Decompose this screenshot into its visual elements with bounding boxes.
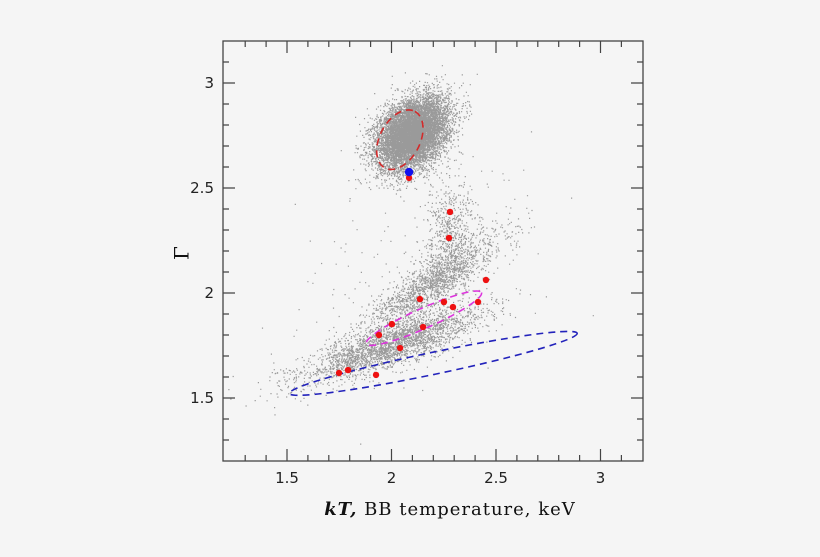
red-data-point — [440, 298, 448, 306]
y-tick-label: 3 — [204, 74, 214, 92]
red-data-point — [344, 366, 352, 374]
y-tick-label: 1.5 — [190, 389, 214, 407]
red-data-point — [474, 298, 482, 306]
blue-contour-ellipse — [288, 330, 579, 397]
x-tick-label: 2.5 — [484, 469, 508, 487]
red-data-point — [416, 295, 424, 303]
blue-data-point — [404, 167, 414, 177]
x-tick-label: 1.5 — [275, 469, 299, 487]
x-axis-label: kT, BB temperature, keV — [324, 499, 576, 520]
y-tick-label: 2 — [204, 284, 214, 302]
x-tick-label: 2 — [387, 469, 397, 487]
axis-ticks — [223, 41, 643, 461]
x-tick-label: 3 — [596, 469, 606, 487]
red-data-point — [405, 174, 413, 182]
red-data-point — [449, 303, 457, 311]
red-data-point — [445, 234, 453, 242]
x-axis-label-text: BB temperature, keV — [357, 499, 575, 520]
y-tick-label: 2.5 — [190, 179, 214, 197]
y-axis-label: Γ — [170, 246, 194, 260]
plot-axes — [222, 40, 644, 462]
data-points — [335, 167, 490, 379]
confidence-ellipses — [288, 109, 579, 397]
red-data-point — [482, 276, 490, 284]
red-contour-ellipse — [375, 109, 424, 171]
red-data-point — [375, 331, 383, 339]
red-data-point — [396, 344, 404, 352]
red-data-point — [372, 371, 380, 379]
gray-sample-cloud — [228, 65, 594, 445]
red-data-point — [335, 369, 343, 377]
sample-points — [228, 65, 594, 445]
magenta-contour-ellipse — [365, 290, 483, 347]
red-data-point — [419, 323, 427, 331]
red-data-point — [388, 320, 396, 328]
red-data-point — [446, 208, 454, 216]
x-axis-label-italic: kT, — [324, 499, 357, 520]
tick-labels: 1.5 2 2.5 3 1.5 2 2.5 3 — [190, 74, 605, 487]
